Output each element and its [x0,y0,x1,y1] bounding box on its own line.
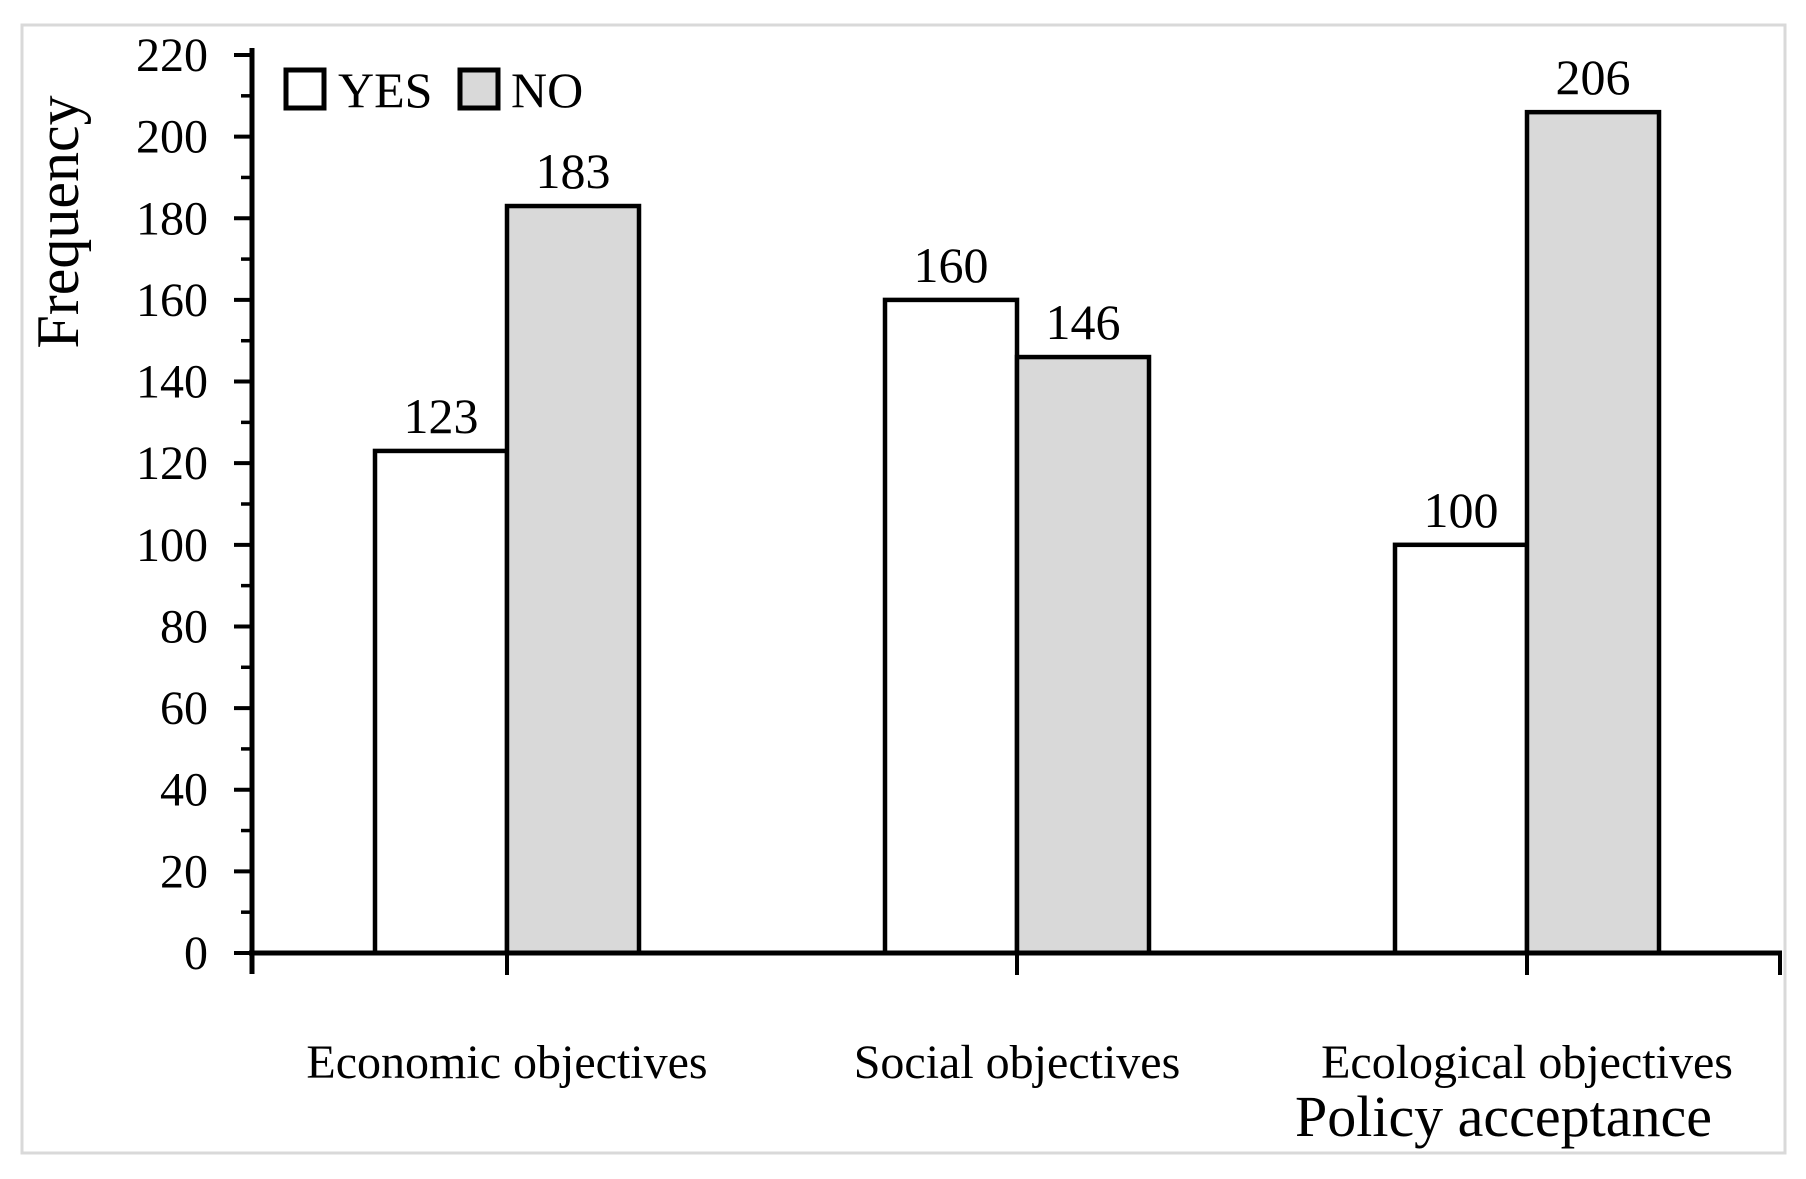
y-tick-label: 140 [136,356,208,409]
y-tick-label: 200 [136,111,208,164]
y-tick-label: 180 [136,192,208,245]
y-tick-label: 80 [160,600,208,653]
bar-no-economic-objectives [504,203,642,956]
legend-label-no: NO [511,62,583,118]
y-tick-label: 100 [136,519,208,572]
legend-swatch-yes [283,67,327,111]
bar-yes-ecological-objectives [1392,542,1530,956]
data-label-no-economic-objectives: 183 [536,143,611,199]
data-label-no-social-objectives: 146 [1046,294,1121,350]
x-axis-title: Policy acceptance [1295,1084,1712,1149]
bar-yes-economic-objectives [372,448,510,956]
figure-frame [20,23,1787,1155]
y-tick-label: 120 [136,437,208,490]
legend-label-yes: YES [338,62,432,118]
y-tick-label: 220 [136,29,208,82]
y-axis-title: Frequency [25,95,91,348]
category-label-economic-objectives: Economic objectives [306,1036,707,1089]
bar-no-ecological-objectives [1524,109,1662,956]
category-label-ecological-objectives: Ecological objectives [1321,1036,1733,1089]
data-label-yes-ecological-objectives: 100 [1424,482,1499,538]
data-label-yes-economic-objectives: 123 [404,388,479,444]
y-tick-label: 20 [160,845,208,898]
data-label-no-ecological-objectives: 206 [1556,49,1631,105]
y-tick-label: 60 [160,682,208,735]
bar-no-social-objectives [1014,354,1152,956]
bar-yes-social-objectives [882,297,1020,956]
y-tick-label: 160 [136,274,208,327]
category-label-social-objectives: Social objectives [854,1036,1181,1089]
data-label-yes-social-objectives: 160 [914,237,989,293]
y-tick-label: 0 [184,927,208,980]
y-tick-label: 40 [160,764,208,817]
legend-swatch-no [457,67,501,111]
